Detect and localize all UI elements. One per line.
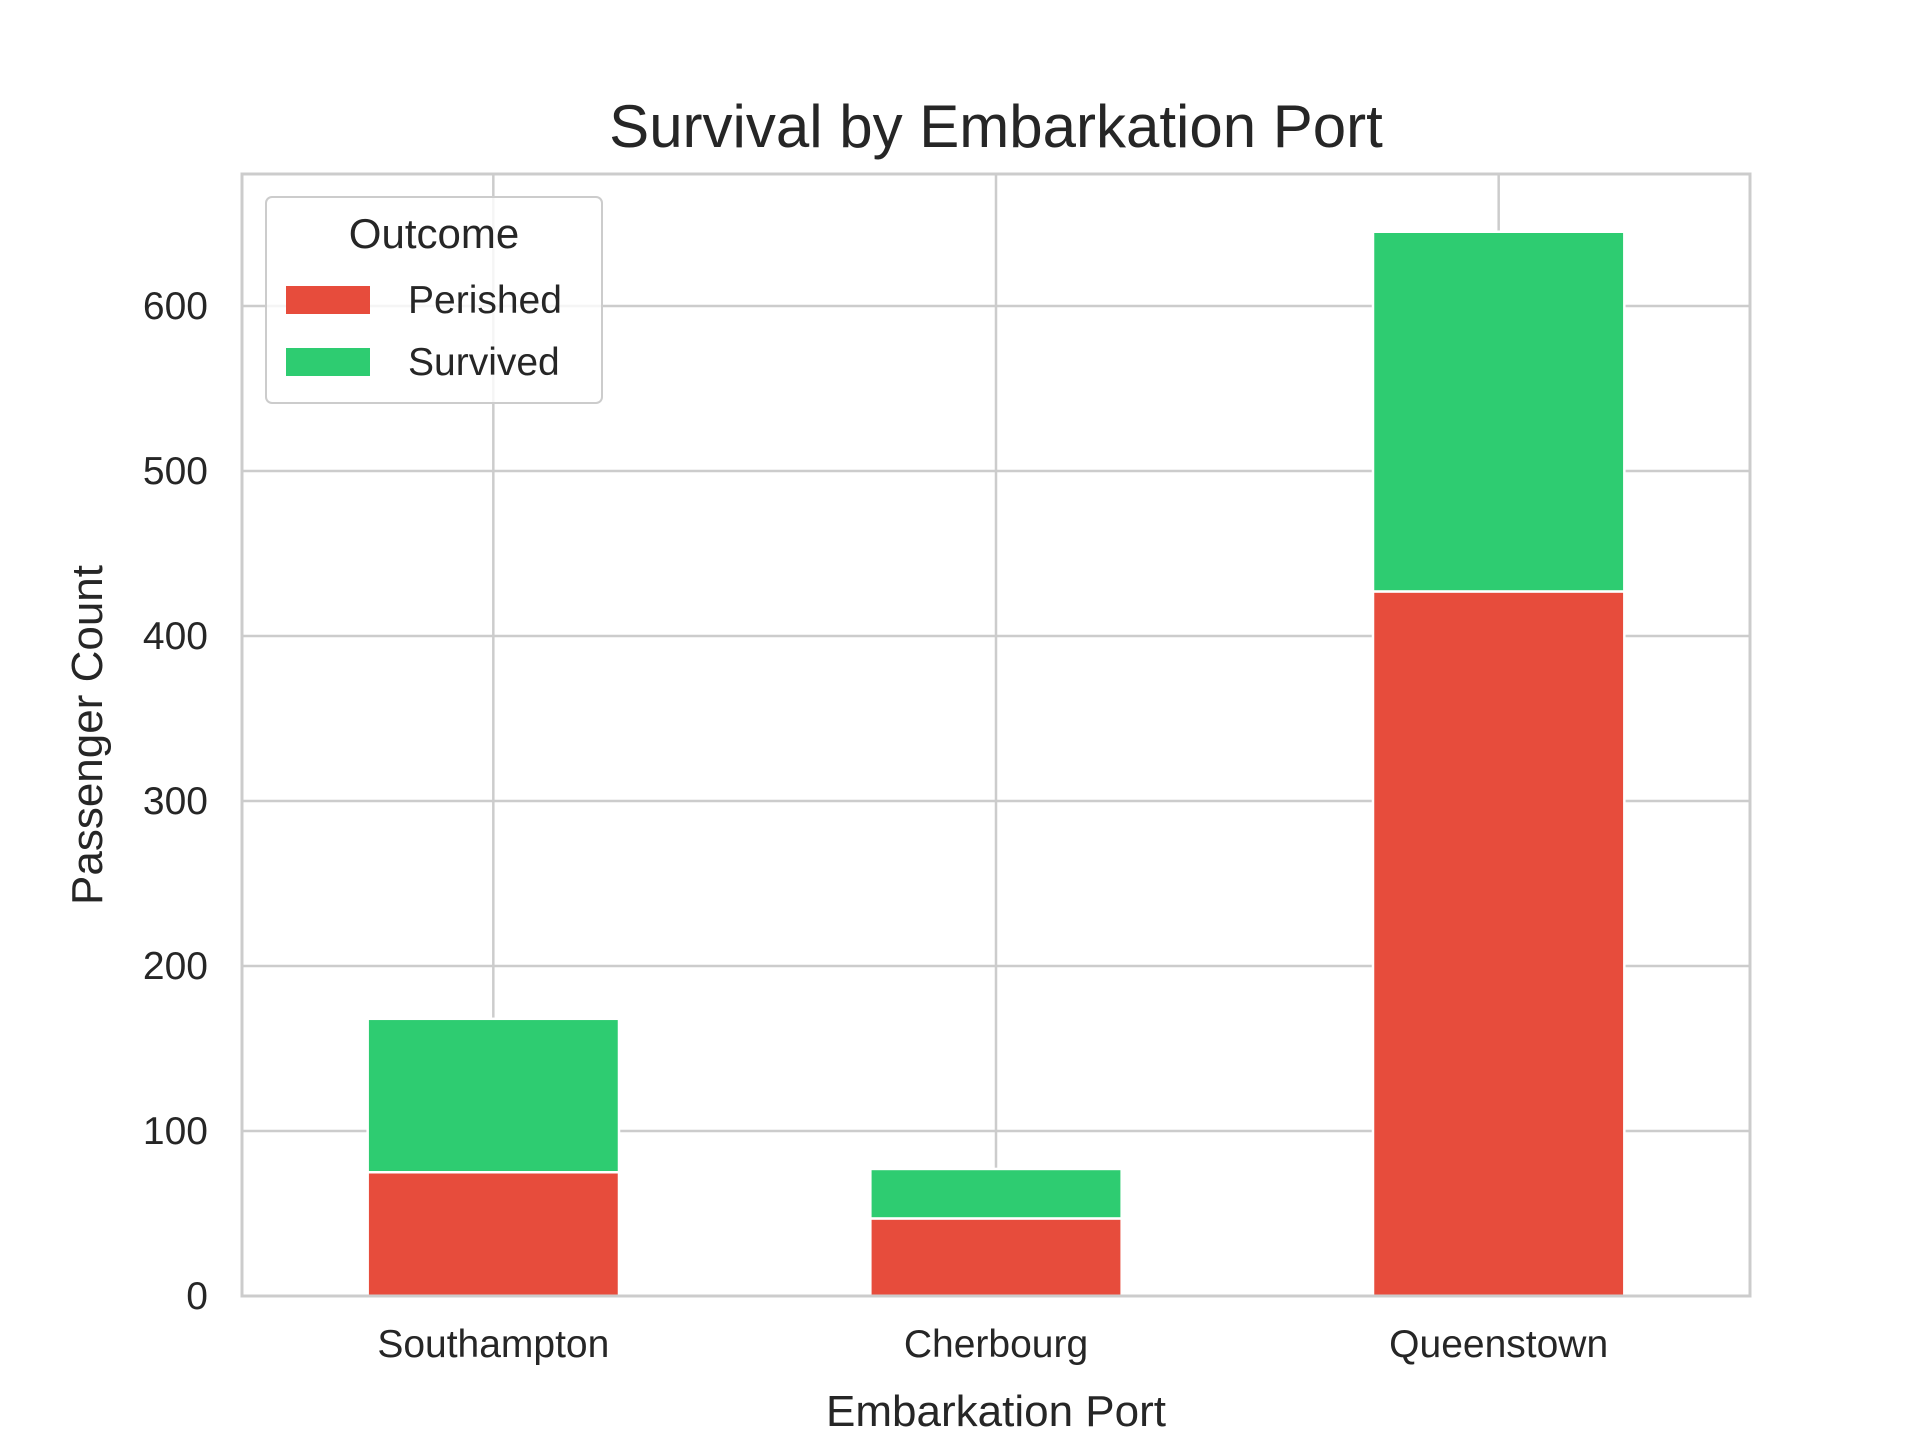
legend-title: Outcome <box>349 210 519 257</box>
y-axis-ticks: 0 100 200 300 400 500 600 <box>143 285 208 1318</box>
y-tick-label: 300 <box>143 780 208 823</box>
y-tick-label: 0 <box>186 1275 208 1318</box>
x-tick-label: Cherbourg <box>904 1323 1088 1366</box>
y-tick-label: 500 <box>143 450 208 493</box>
x-tick-label: Queenstown <box>1389 1323 1608 1366</box>
legend-swatch-perished <box>286 286 370 314</box>
y-axis-label: Passenger Count <box>63 565 112 905</box>
x-axis-label: Embarkation Port <box>826 1387 1166 1436</box>
legend: Outcome Perished Survived <box>265 196 603 404</box>
plot-frame <box>240 172 1752 1298</box>
bar-perished <box>869 1217 1123 1298</box>
legend-label-perished: Perished <box>408 279 562 322</box>
bar-survived <box>869 1167 1123 1220</box>
y-tick-label: 100 <box>143 1110 208 1153</box>
bar-survived <box>1371 230 1626 593</box>
legend-label-survived: Survived <box>408 341 560 384</box>
y-tick-label: 200 <box>143 945 208 988</box>
x-axis-ticks: Southampton Cherbourg Queenstown <box>377 1323 1608 1366</box>
bar-perished <box>1371 590 1626 1298</box>
y-tick-label: 400 <box>143 615 208 658</box>
bars <box>366 230 1626 1298</box>
bar-survived <box>366 1017 621 1174</box>
chart-title: Survival by Embarkation Port <box>609 93 1383 160</box>
legend-swatch-survived <box>286 348 370 376</box>
y-tick-label: 600 <box>143 285 208 328</box>
x-tick-label: Southampton <box>377 1323 609 1366</box>
bar-perished <box>366 1171 621 1298</box>
